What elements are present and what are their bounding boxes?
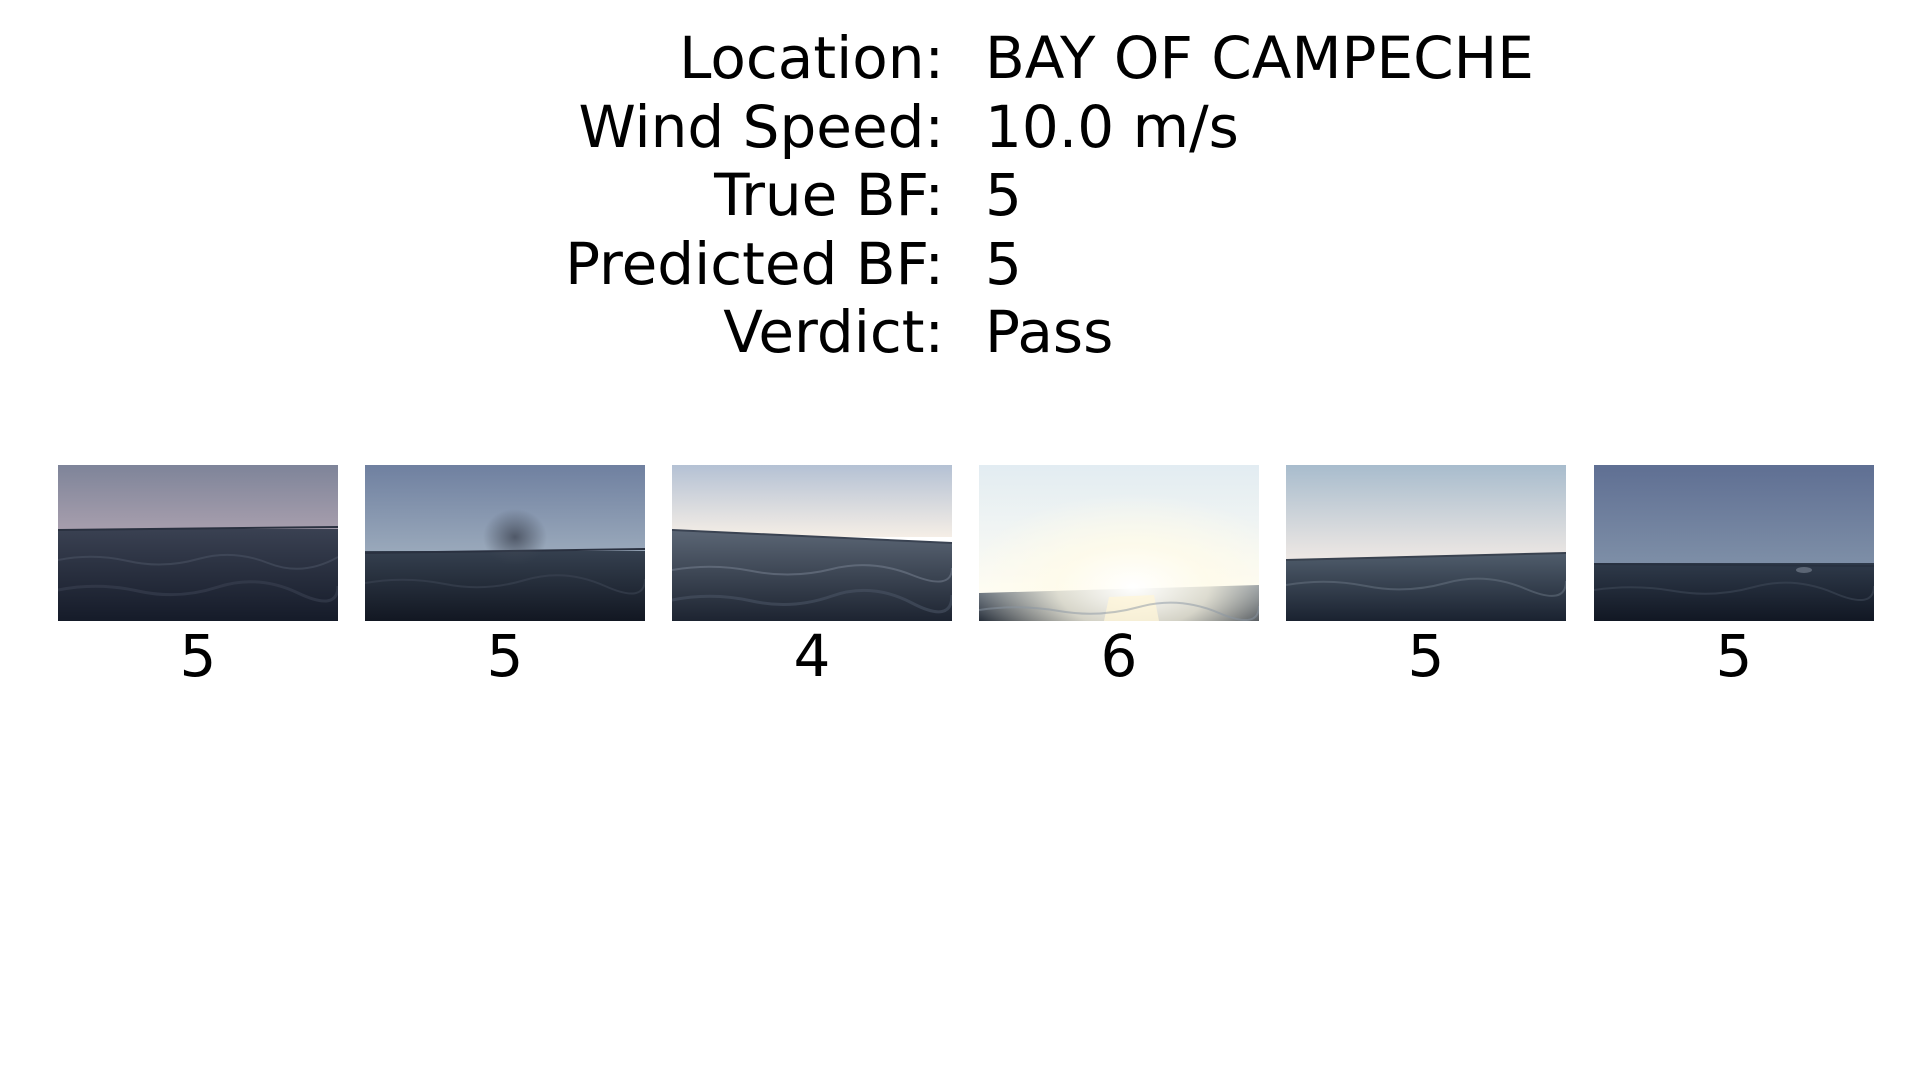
thumbnail-caption: 5 — [179, 622, 217, 690]
info-row-wind-speed: Wind Speed: 10.0 m/s — [0, 93, 1920, 162]
thumbnail-caption: 6 — [1100, 622, 1138, 690]
wind-speed-label: Wind Speed: — [578, 92, 944, 161]
sea-thumbnail-image — [365, 465, 645, 621]
thumbnail-caption: 4 — [793, 622, 831, 690]
wind-speed-value: 10.0 m/s — [985, 92, 1239, 161]
info-row-predicted-bf: Predicted BF: 5 — [0, 230, 1920, 299]
info-table: Location: BAY OF CAMPECHE Wind Speed: 10… — [0, 24, 1920, 367]
location-label: Location: — [679, 24, 944, 92]
thumbnail-cell: 5 — [58, 465, 338, 695]
sea-thumbnail-image — [672, 465, 952, 621]
thumbnail-strip: 5 5 — [58, 465, 1874, 695]
thumbnail-cell: 6 — [979, 465, 1259, 695]
sea-thumbnail-image — [58, 465, 338, 621]
predicted-bf-value: 5 — [985, 229, 1022, 298]
thumbnail-caption: 5 — [486, 622, 524, 690]
predicted-bf-label: Predicted BF: — [565, 229, 944, 298]
location-value: BAY OF CAMPECHE — [985, 24, 1534, 92]
sea-thumbnail-image — [979, 465, 1259, 621]
thumbnail-caption: 5 — [1715, 622, 1753, 690]
thumbnail-cell: 5 — [1286, 465, 1566, 695]
info-row-verdict: Verdict: Pass — [0, 298, 1920, 367]
info-row-location: Location: BAY OF CAMPECHE — [0, 24, 1920, 93]
thumbnail-cell: 5 — [365, 465, 645, 695]
verdict-label: Verdict: — [723, 298, 944, 366]
verdict-value: Pass — [985, 298, 1114, 366]
info-row-true-bf: True BF: 5 — [0, 161, 1920, 230]
thumbnail-cell: 4 — [672, 465, 952, 695]
true-bf-label: True BF: — [714, 161, 944, 229]
thumbnail-cell: 5 — [1594, 465, 1874, 695]
true-bf-value: 5 — [985, 161, 1022, 229]
sea-thumbnail-image — [1594, 465, 1874, 621]
sea-thumbnail-image — [1286, 465, 1566, 621]
thumbnail-caption: 5 — [1407, 622, 1445, 690]
